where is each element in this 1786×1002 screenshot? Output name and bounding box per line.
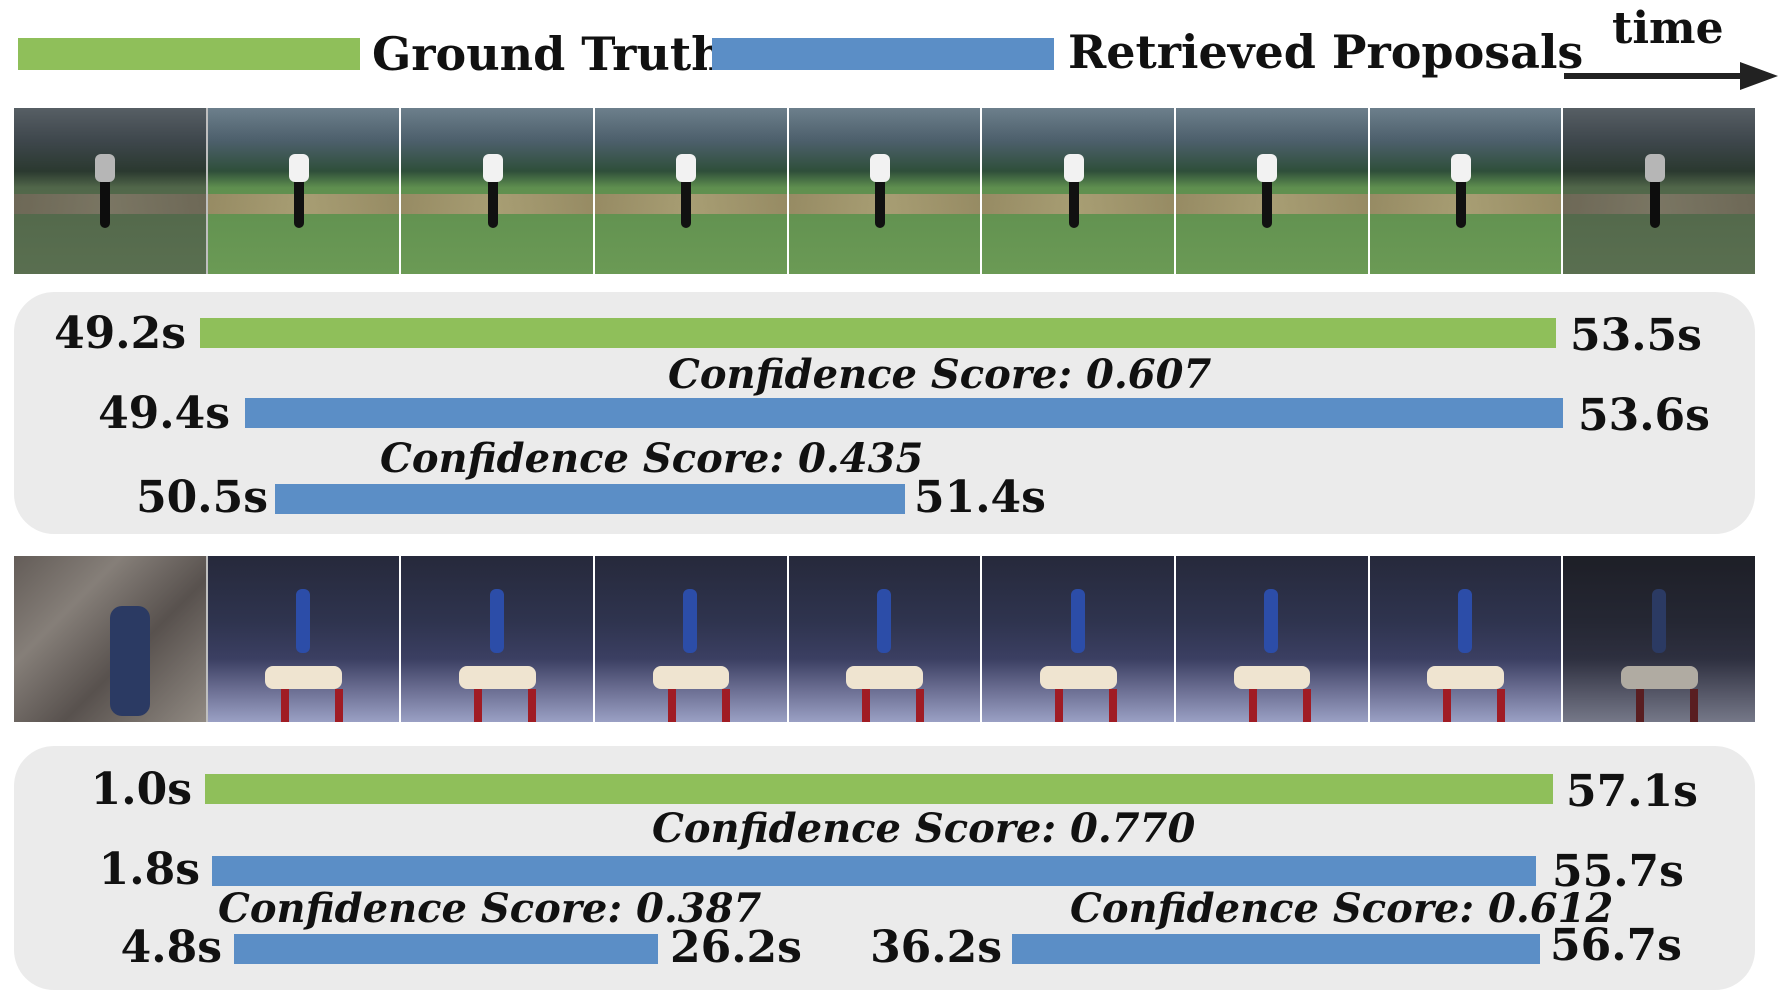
proposal2-2-end-label: 26.2s [670,922,802,973]
proposal2-1-bar [212,856,1536,886]
proposal2-3-bar [1012,934,1540,964]
video-frame [982,556,1177,722]
gt1-bar [200,318,1556,348]
video-frame [14,108,208,274]
ground-truth-swatch [18,38,360,70]
video-frame [788,108,983,274]
proposal2-2-score: Confidence Score: 0.387 [218,885,762,932]
video-frame [1563,556,1756,722]
video-frame [401,556,596,722]
time-label: time [1612,3,1724,54]
video-frame [595,556,789,722]
gt1-end-label: 53.5s [1570,310,1702,361]
frame-strip-baseball [14,108,1756,274]
video-frame [788,556,983,722]
gt1-start-label: 49.2s [54,308,186,359]
frame-strip-gymnastics [14,556,1756,722]
retrieved-swatch [712,38,1054,70]
video-frame [1563,108,1756,274]
proposal1-1-start-label: 49.4s [98,388,230,439]
video-frame [1369,108,1564,274]
proposal1-2-end-label: 51.4s [914,472,1046,523]
gt2-bar [205,774,1553,804]
gt2-start-label: 1.0s [90,764,192,815]
proposal1-1-end-label: 53.6s [1578,390,1710,441]
video-frame [1369,556,1564,722]
proposal2-1-score: Confidence Score: 0.770 [652,805,1196,852]
ground-truth-legend-label: Ground Truth [372,27,725,81]
retrieved-legend-label: Retrieved Proposals [1068,25,1584,79]
proposal1-2-bar [275,484,905,514]
video-frame [1176,556,1370,722]
proposal2-1-start-label: 1.8s [98,844,200,895]
proposal1-2-start-label: 50.5s [136,472,268,523]
proposal2-2-start-label: 4.8s [120,922,222,973]
video-frame [595,108,789,274]
gt2-end-label: 57.1s [1566,766,1698,817]
proposal2-2-bar [234,934,658,964]
video-frame [207,108,402,274]
video-frame [401,108,596,274]
proposal2-3-start-label: 36.2s [870,922,1002,973]
video-frame [982,108,1177,274]
proposal2-1-end-label: 55.7s [1552,846,1684,897]
video-frame [14,556,208,722]
time-arrow-icon [1564,62,1778,90]
proposal2-3-score: Confidence Score: 0.612 [1070,885,1614,932]
video-frame [1176,108,1370,274]
proposal1-1-bar [245,398,1563,428]
proposal1-1-score: Confidence Score: 0.607 [668,351,1212,398]
proposal1-2-score: Confidence Score: 0.435 [380,435,924,482]
proposal2-3-end-label: 56.7s [1550,920,1682,971]
video-frame [207,556,402,722]
